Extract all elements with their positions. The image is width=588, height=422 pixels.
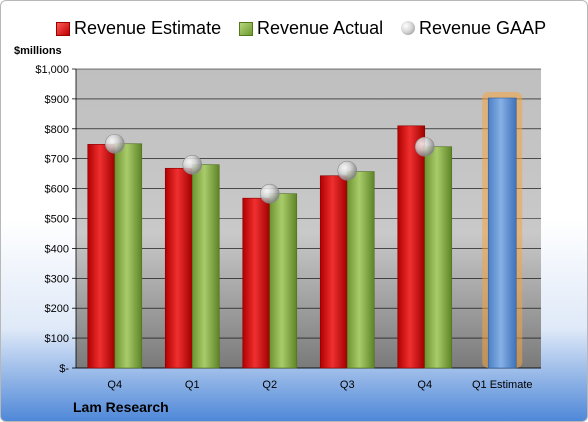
bar-actual bbox=[114, 143, 143, 369]
marker-gaap bbox=[337, 160, 358, 181]
y-tick-label: $300 bbox=[45, 273, 69, 285]
bar-estimate bbox=[397, 125, 426, 369]
legend-label-estimate: Revenue Estimate bbox=[74, 18, 222, 38]
bar-actual bbox=[269, 193, 298, 369]
bar-actual bbox=[191, 164, 220, 369]
bar-forecast bbox=[487, 97, 517, 369]
legend-swatch-estimate bbox=[56, 22, 70, 36]
y-axis-ticks: $- $100 $200 $300 $400 $500 $600 $700 $800 $900 $1… bbox=[35, 64, 541, 375]
y-tick-label: $1,000 bbox=[35, 64, 69, 76]
x-axis-ticks: Q4 Q1 Q2 Q3 Q4 Q1 Estimate bbox=[107, 379, 532, 391]
bars bbox=[87, 92, 523, 369]
x-tick-label: Q3 bbox=[340, 379, 355, 391]
x-tick-label: Q1 Estimate bbox=[472, 379, 533, 391]
y-tick-label: $100 bbox=[45, 333, 69, 345]
y-tick-label: $700 bbox=[45, 154, 69, 166]
gaap-markers bbox=[104, 133, 435, 204]
y-axis-unit-label: $millions bbox=[14, 45, 62, 57]
y-tick-label: $200 bbox=[45, 303, 69, 315]
marker-gaap bbox=[104, 133, 125, 154]
legend: Revenue Estimate Revenue Actual Revenue … bbox=[1, 17, 587, 43]
y-tick-label: $600 bbox=[45, 184, 69, 196]
marker-gaap bbox=[182, 154, 203, 175]
y-tick-label: $500 bbox=[45, 214, 69, 226]
bar-estimate bbox=[164, 167, 193, 369]
x-tick-label: Q1 bbox=[185, 379, 200, 391]
legend-label-actual: Revenue Actual bbox=[257, 18, 384, 38]
y-tick-label: $400 bbox=[45, 243, 69, 255]
y-tick-label: $900 bbox=[45, 94, 69, 106]
marker-gaap bbox=[259, 183, 280, 204]
bar-estimate bbox=[319, 175, 348, 369]
x-tick-label: Q4 bbox=[107, 379, 122, 391]
legend-swatch-gaap bbox=[401, 21, 415, 35]
bar-estimate bbox=[242, 197, 271, 369]
y-tick-label: $800 bbox=[45, 124, 69, 136]
bar-estimate bbox=[87, 144, 116, 369]
legend-swatch-actual bbox=[239, 22, 253, 36]
bar-actual bbox=[346, 171, 375, 369]
y-tick-label: $- bbox=[59, 363, 69, 375]
company-name: Lam Research bbox=[73, 399, 169, 415]
x-tick-label: Q2 bbox=[262, 379, 277, 391]
marker-gaap bbox=[414, 136, 435, 157]
bar-actual bbox=[424, 146, 453, 369]
legend-label-gaap: Revenue GAAP bbox=[419, 18, 547, 38]
x-tick-label: Q4 bbox=[417, 379, 432, 391]
